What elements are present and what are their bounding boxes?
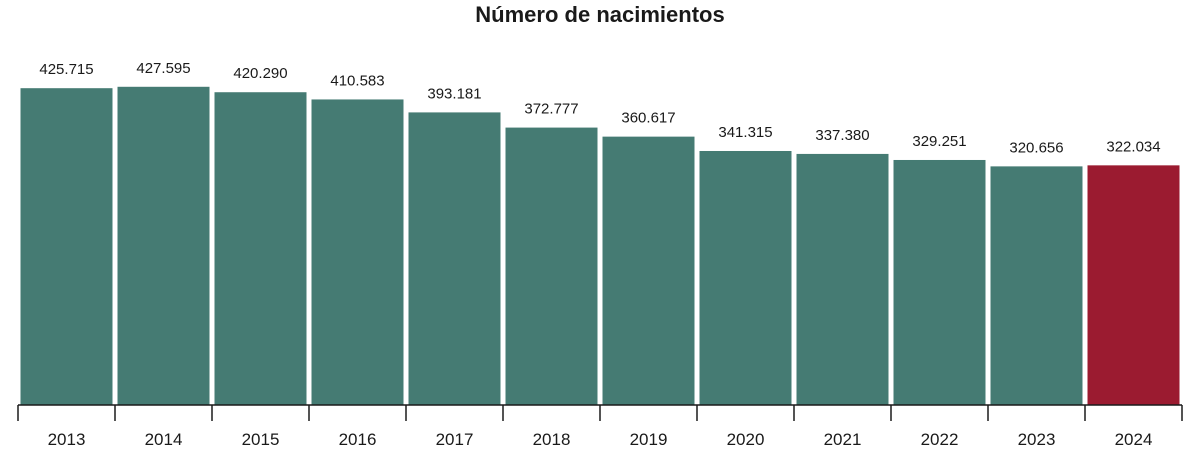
bar-2017 — [408, 112, 501, 406]
bar-2024 — [1087, 165, 1180, 405]
value-label-2018: 372.777 — [524, 101, 578, 118]
bar-2019 — [602, 136, 695, 406]
bar-2018 — [505, 127, 598, 405]
value-label-2023: 320.656 — [1009, 139, 1063, 156]
bar-2023 — [990, 166, 1083, 405]
x-tick-label-2016: 2016 — [339, 430, 377, 449]
value-label-2015: 420.290 — [233, 65, 287, 82]
x-tick-label-2014: 2014 — [145, 430, 183, 449]
bar-2016 — [311, 99, 404, 405]
x-tick-label-2017: 2017 — [436, 430, 474, 449]
value-label-2019: 360.617 — [621, 110, 675, 127]
bar-2013 — [20, 88, 113, 405]
value-labels-group: 425.715 427.595 420.290 410.583 393.181 372.7… — [39, 60, 1160, 157]
value-label-2020: 341.315 — [718, 124, 772, 141]
value-label-2017: 393.181 — [427, 85, 481, 102]
value-label-2016: 410.583 — [330, 72, 384, 89]
value-label-2024: 322.034 — [1106, 138, 1160, 155]
value-label-2021: 337.380 — [815, 127, 869, 144]
x-tick-label-2018: 2018 — [533, 430, 571, 449]
bar-2021 — [796, 153, 889, 405]
x-tick-label-2015: 2015 — [242, 430, 280, 449]
x-axis: 2013 2014 2015 2016 2017 2018 2019 2020 2021 2022… — [17, 404, 1183, 449]
x-tick-label-2013: 2013 — [48, 430, 86, 449]
x-tick-label-2021: 2021 — [824, 430, 862, 449]
bar-2015 — [214, 92, 307, 405]
x-tick-label-2022: 2022 — [921, 430, 959, 449]
value-label-2014: 427.595 — [136, 60, 190, 77]
value-label-2022: 329.251 — [912, 133, 966, 150]
bar-2014 — [117, 86, 210, 405]
bar-2022 — [893, 159, 986, 405]
x-tick-label-2023: 2023 — [1018, 430, 1056, 449]
x-tick-label-2020: 2020 — [727, 430, 765, 449]
value-label-2013: 425.715 — [39, 61, 93, 78]
bar-2020 — [699, 150, 792, 405]
x-tick-label-2019: 2019 — [630, 430, 668, 449]
chart-title: Número de nacimientos — [475, 2, 725, 27]
bars-group — [20, 86, 1180, 406]
x-tick-label-2024: 2024 — [1115, 430, 1153, 449]
